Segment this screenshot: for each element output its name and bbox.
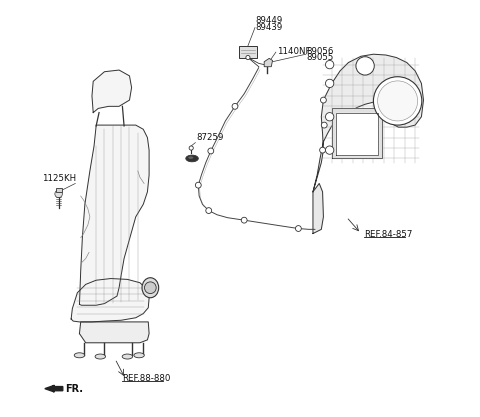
Text: 89449: 89449 — [256, 16, 283, 25]
Text: 1140NF: 1140NF — [276, 47, 310, 56]
Polygon shape — [71, 279, 149, 322]
Polygon shape — [332, 108, 382, 158]
Circle shape — [241, 217, 247, 223]
Ellipse shape — [188, 156, 193, 159]
Text: REF.88-880: REF.88-880 — [122, 374, 171, 383]
Ellipse shape — [74, 353, 84, 358]
Circle shape — [206, 208, 212, 214]
Polygon shape — [80, 125, 149, 305]
Circle shape — [325, 146, 334, 154]
Text: 87259: 87259 — [196, 133, 224, 142]
Circle shape — [189, 146, 193, 150]
Bar — [239, 46, 257, 58]
Circle shape — [325, 60, 334, 69]
Ellipse shape — [142, 278, 159, 298]
Circle shape — [55, 190, 62, 198]
Circle shape — [246, 55, 250, 60]
Circle shape — [195, 182, 201, 188]
Bar — [56, 188, 61, 192]
Circle shape — [320, 147, 325, 153]
Circle shape — [378, 81, 418, 121]
Circle shape — [296, 226, 301, 231]
Circle shape — [208, 148, 214, 154]
Circle shape — [325, 79, 334, 88]
Polygon shape — [92, 70, 132, 113]
Polygon shape — [80, 322, 149, 343]
Polygon shape — [264, 58, 273, 67]
Text: 1125KH: 1125KH — [42, 174, 76, 183]
Polygon shape — [336, 113, 378, 155]
Ellipse shape — [134, 353, 144, 358]
Text: REF.84-857: REF.84-857 — [364, 230, 413, 239]
Text: 89056: 89056 — [307, 47, 334, 56]
Polygon shape — [313, 183, 324, 234]
Ellipse shape — [122, 354, 132, 359]
Circle shape — [144, 282, 156, 294]
Text: 89055: 89055 — [307, 53, 334, 63]
Circle shape — [232, 103, 238, 109]
Circle shape — [321, 97, 326, 103]
Circle shape — [321, 122, 327, 128]
Ellipse shape — [186, 155, 198, 162]
Text: FR.: FR. — [65, 384, 83, 394]
Text: 89439: 89439 — [256, 23, 283, 32]
Ellipse shape — [95, 354, 106, 359]
Circle shape — [373, 77, 422, 125]
Polygon shape — [313, 54, 423, 192]
Polygon shape — [45, 385, 63, 392]
Circle shape — [325, 113, 334, 121]
Circle shape — [356, 57, 374, 75]
